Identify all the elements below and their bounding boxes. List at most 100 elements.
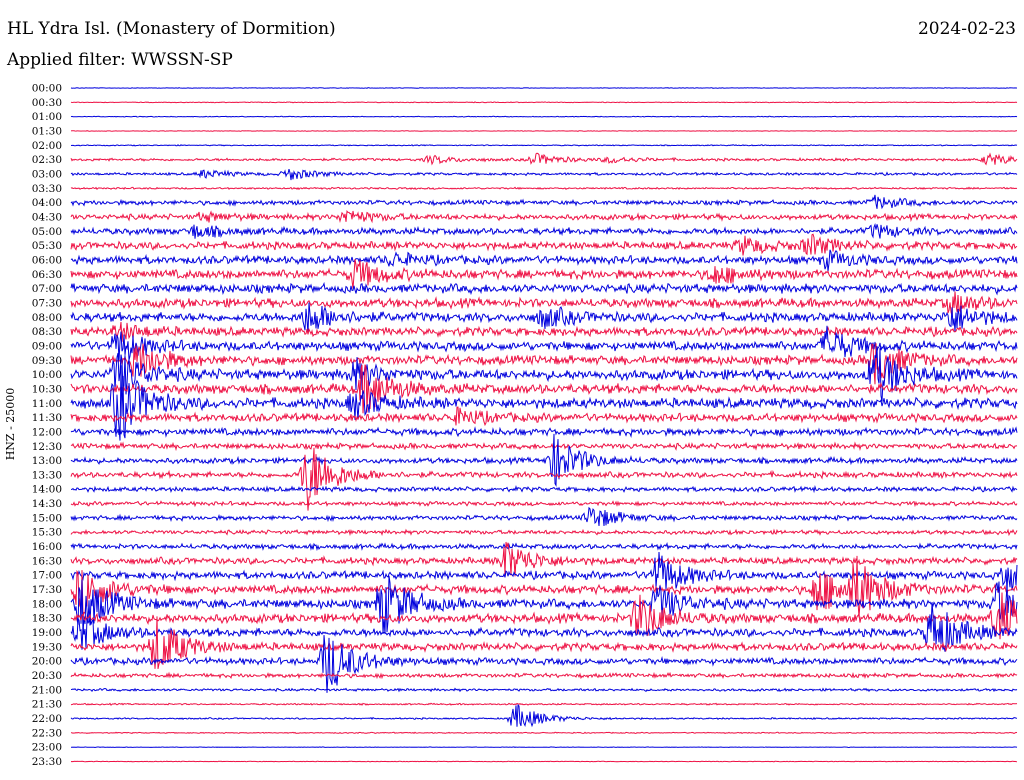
trace-line <box>70 602 1018 652</box>
row-time-label: 15:00 <box>32 512 62 524</box>
row-time-label: 07:00 <box>32 283 62 295</box>
row-time-label: 18:00 <box>32 598 62 610</box>
trace-line <box>70 592 1018 640</box>
trace-line <box>70 433 1018 488</box>
row-time-label: 22:30 <box>32 727 62 739</box>
trace-line <box>70 528 1018 537</box>
row-time-label: 20:00 <box>32 656 62 668</box>
trace-line <box>70 130 1017 132</box>
row-time-label: 06:30 <box>32 269 62 281</box>
trace-line <box>70 302 1018 334</box>
row-time-label: 02:30 <box>32 154 62 166</box>
row-time-label: 04:30 <box>32 211 62 223</box>
row-time-label: 05:00 <box>32 226 62 238</box>
filter-label: Applied filter: WWSSN-SP <box>7 50 233 70</box>
trace-line <box>70 233 1018 256</box>
trace-line <box>70 441 1018 452</box>
row-time-label: 02:00 <box>32 140 62 152</box>
row-time-label: 08:00 <box>32 312 62 324</box>
row-time-label: 10:00 <box>32 369 62 381</box>
row-time-label: 12:30 <box>32 441 62 453</box>
row-time-label: 03:30 <box>32 183 62 195</box>
trace-line <box>70 259 1018 289</box>
row-time-label: 21:00 <box>32 684 62 696</box>
trace-line <box>70 115 1018 118</box>
row-time-label: 05:30 <box>32 240 62 252</box>
trace-line <box>70 209 1018 224</box>
row-time-label: 14:00 <box>32 484 62 496</box>
row-time-label: 13:30 <box>32 469 62 481</box>
trace-line <box>70 687 1018 693</box>
row-time-label: 09:30 <box>32 355 62 367</box>
station-title: HL Ydra Isl. (Monastery of Dormition) <box>7 19 336 39</box>
trace-line <box>70 447 1018 511</box>
trace-line <box>71 746 1018 749</box>
trace-line <box>70 426 1018 438</box>
row-time-label: 18:30 <box>32 613 62 625</box>
trace-line <box>70 365 1018 441</box>
row-time-label: 00:00 <box>32 83 62 95</box>
row-time-label: 17:00 <box>32 570 62 582</box>
trace-line <box>70 541 1018 577</box>
trace-line <box>70 343 1018 385</box>
row-time-label: 09:00 <box>32 340 62 352</box>
trace-line <box>70 760 1018 763</box>
trace-line <box>70 291 1018 316</box>
row-time-label: 12:00 <box>32 426 62 438</box>
trace-line <box>70 500 1018 508</box>
row-time-label: 03:00 <box>32 168 62 180</box>
trace-line <box>70 575 1018 635</box>
y-axis-label: HNZ - 25000 <box>4 388 17 461</box>
trace-line <box>70 168 1018 181</box>
row-time-label: 16:30 <box>32 555 62 567</box>
row-time-label: 23:30 <box>32 756 62 768</box>
row-time-label: 00:30 <box>32 97 62 109</box>
row-time-label: 13:00 <box>32 455 62 467</box>
trace-line <box>70 346 1018 402</box>
trace-line <box>70 551 1018 592</box>
trace-line <box>70 101 1018 104</box>
trace-line <box>70 506 1018 527</box>
row-time-label: 21:30 <box>32 699 62 711</box>
trace-line <box>71 731 1018 735</box>
trace-line <box>70 541 1018 552</box>
row-time-label: 17:30 <box>32 584 62 596</box>
row-time-label: 16:00 <box>32 541 62 553</box>
trace-line <box>70 186 1018 191</box>
row-time-label: 01:30 <box>32 125 62 137</box>
trace-line <box>70 321 1018 342</box>
trace-line <box>70 194 1018 210</box>
row-time-label: 11:00 <box>32 398 62 410</box>
trace-line <box>70 325 1018 362</box>
trace-line <box>70 702 1018 706</box>
trace-line <box>70 152 1018 166</box>
trace-line <box>70 635 1018 693</box>
row-time-label: 14:30 <box>32 498 62 510</box>
trace-line <box>70 281 1018 296</box>
row-time-label: 10:30 <box>32 383 62 395</box>
row-time-label: 19:30 <box>32 641 62 653</box>
row-time-label: 04:00 <box>32 197 62 209</box>
trace-line <box>70 87 1017 89</box>
row-time-label: 15:30 <box>32 527 62 539</box>
row-time-label: 23:00 <box>32 742 62 754</box>
row-time-label: 19:00 <box>32 627 62 639</box>
trace-line <box>70 616 1018 669</box>
trace-line <box>71 484 1018 494</box>
row-time-label: 01:00 <box>32 111 62 123</box>
trace-line <box>70 364 1018 414</box>
trace-line <box>70 144 1018 147</box>
trace-line <box>70 555 1018 618</box>
row-time-label: 08:30 <box>32 326 62 338</box>
row-time-label: 22:00 <box>32 713 62 725</box>
row-time-label: 06:00 <box>32 254 62 266</box>
trace-line <box>70 406 1018 427</box>
trace-line <box>70 249 1018 272</box>
row-time-label: 11:30 <box>32 412 62 424</box>
date-label: 2024-02-23 <box>917 19 1016 39</box>
trace-line <box>70 704 1018 728</box>
trace-line <box>70 671 1018 680</box>
trace-line <box>70 222 1018 239</box>
row-time-label: 07:30 <box>32 297 62 309</box>
